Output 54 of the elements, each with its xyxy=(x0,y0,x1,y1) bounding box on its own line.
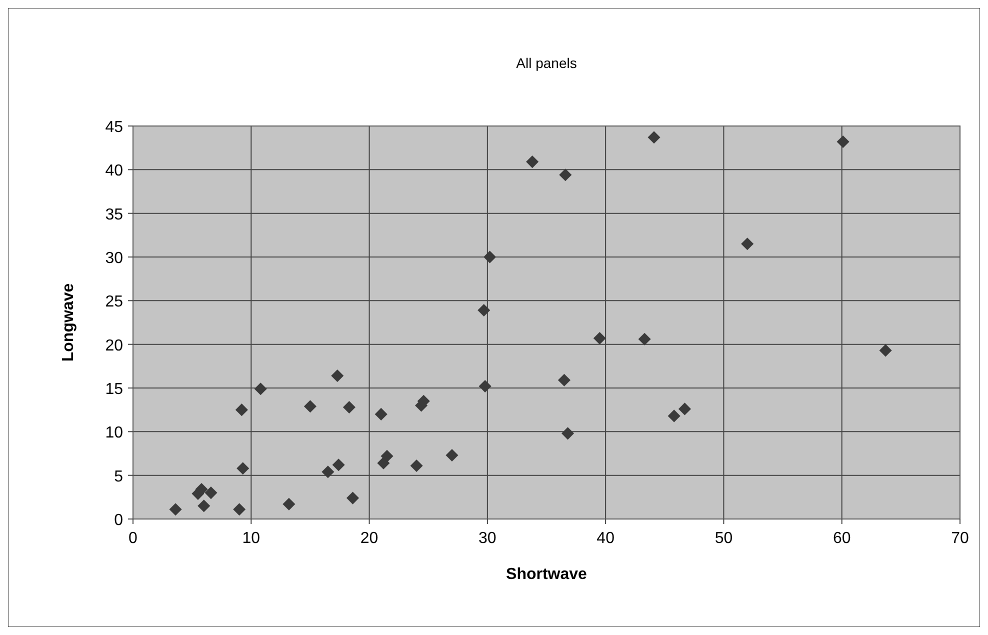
point xyxy=(741,238,754,250)
y-axis-title: Longwave xyxy=(60,283,77,362)
x-tick-label: 10 xyxy=(242,530,260,547)
point xyxy=(559,168,572,182)
point xyxy=(446,448,458,462)
point xyxy=(638,332,651,346)
point xyxy=(332,458,345,472)
x-tick-label: 50 xyxy=(714,530,733,547)
point xyxy=(236,462,250,475)
y-tick-label: 0 xyxy=(114,512,124,529)
point xyxy=(879,344,892,357)
point xyxy=(169,503,182,516)
point xyxy=(254,382,267,396)
point xyxy=(380,450,394,462)
y-tick-label: 25 xyxy=(105,294,124,311)
point xyxy=(478,304,490,317)
y-tick-label: 35 xyxy=(105,206,124,224)
x-tick-label: 0 xyxy=(128,530,138,547)
point xyxy=(526,156,539,168)
point xyxy=(204,486,218,500)
point xyxy=(478,380,492,393)
x-tick-label: 40 xyxy=(596,530,615,547)
point xyxy=(331,370,344,382)
point xyxy=(410,459,423,472)
y-tick-label: 45 xyxy=(105,119,124,136)
y-tick-label: 10 xyxy=(105,424,124,442)
point xyxy=(668,410,680,422)
point xyxy=(304,400,316,413)
point xyxy=(233,503,246,516)
point xyxy=(235,404,248,416)
point xyxy=(374,408,388,420)
x-tick-label: 60 xyxy=(832,530,851,547)
point xyxy=(484,250,496,264)
y-tick-label: 15 xyxy=(105,381,124,398)
point xyxy=(346,492,360,504)
y-tick-label: 20 xyxy=(105,337,124,354)
point xyxy=(558,374,570,386)
point xyxy=(678,402,691,416)
point xyxy=(593,332,606,344)
point xyxy=(198,500,210,512)
y-tick-label: 5 xyxy=(114,468,124,486)
point xyxy=(282,498,296,510)
point xyxy=(342,400,356,414)
point xyxy=(836,135,850,148)
chart-title: All panels xyxy=(516,55,577,71)
x-tick-label: 20 xyxy=(360,530,378,547)
x-axis-title: Shortwave xyxy=(506,566,588,583)
point xyxy=(561,427,574,440)
point xyxy=(648,131,660,144)
y-tick-label: 40 xyxy=(105,162,124,180)
x-tick-label: 30 xyxy=(478,530,496,547)
y-tick-label: 30 xyxy=(105,250,124,267)
point xyxy=(322,466,334,478)
x-tick-label: 70 xyxy=(951,530,969,547)
